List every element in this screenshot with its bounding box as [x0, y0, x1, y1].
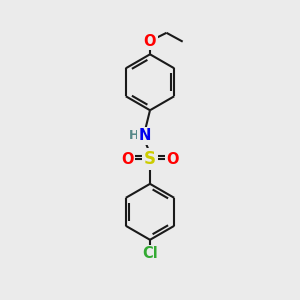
- Text: Cl: Cl: [142, 246, 158, 261]
- Text: S: S: [144, 150, 156, 168]
- Text: O: O: [144, 34, 156, 49]
- Text: O: O: [167, 152, 179, 167]
- Text: N: N: [139, 128, 151, 143]
- Text: O: O: [121, 152, 133, 167]
- Text: H: H: [129, 129, 139, 142]
